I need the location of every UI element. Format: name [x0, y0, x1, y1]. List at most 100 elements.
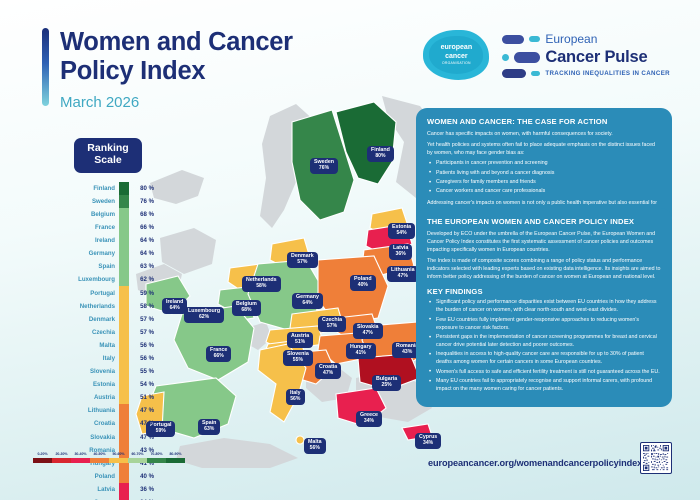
- ranking-score-value: 62 %: [140, 276, 154, 284]
- map-pin-portugal[interactable]: Portugal 59%: [146, 421, 176, 438]
- map-pin-belgium[interactable]: Belgium 68%: [232, 300, 261, 317]
- panel-key-finding: Significant policy and performance dispa…: [427, 299, 661, 315]
- map-pin-czechia[interactable]: Czechia 57%: [318, 316, 347, 333]
- map-pin-bulgaria[interactable]: Bulgaria 25%: [372, 375, 402, 392]
- ranking-row: Denmark 57 %: [62, 312, 154, 326]
- ranking-row: Luxembourg 62 %: [62, 273, 154, 287]
- map-pin-poland[interactable]: Poland 40%: [350, 275, 376, 292]
- ranking-color-swatch: [119, 338, 129, 352]
- ranking-country-name: Malta: [99, 341, 115, 349]
- map-pin-slovakia[interactable]: Slovakia 47%: [353, 323, 383, 340]
- map-pin-austria[interactable]: Austria 51%: [287, 332, 314, 349]
- ranking-score-value: 47 %: [140, 433, 154, 441]
- map-pin-germany[interactable]: Germany 64%: [292, 293, 323, 310]
- ranking-color-swatch: [119, 312, 129, 326]
- pulse-logo-line1: European: [545, 32, 598, 46]
- ranking-color-swatch: [119, 221, 129, 235]
- map-pin-ireland[interactable]: Ireland 64%: [162, 298, 188, 315]
- map-pin-country: Netherlands: [246, 277, 277, 283]
- europe-choropleth-map[interactable]: Finland 80% Sweden 76% Estonia 54% Latvia 36% Li…: [120, 78, 450, 468]
- map-pin-sweden[interactable]: Sweden 76%: [310, 158, 339, 175]
- footer-url[interactable]: europeancancer.org/womenandcancerpolicyi…: [428, 458, 643, 468]
- map-pin-latvia[interactable]: Latvia 36%: [389, 244, 413, 261]
- qr-code[interactable]: [640, 442, 672, 474]
- ranking-row: Belgium 68 %: [62, 207, 154, 221]
- map-pin-value: 55%: [292, 356, 303, 363]
- map-pin-value: 47%: [397, 272, 408, 279]
- ranking-row: Croatia 47 %: [62, 417, 154, 431]
- legend-labels: 0-20% 20-30% 30-40% 40-50% 50-60% 60-70% 70-80…: [33, 452, 185, 456]
- map-pin-country: Greece: [360, 412, 378, 418]
- legend-label: 70-80%: [150, 452, 163, 456]
- map-pin-croatia[interactable]: Croatia 47%: [315, 363, 342, 380]
- panel-case-intro1: Cancer has specific impacts on women, wi…: [427, 131, 613, 137]
- map-pin-value: 41%: [355, 349, 366, 356]
- legend-swatch: [128, 457, 147, 463]
- ranking-country-name: Lithuania: [87, 407, 115, 415]
- panel-index-heading: THE EUROPEAN WOMEN AND CANCER POLICY IND…: [427, 217, 635, 226]
- map-pin-cyprus[interactable]: Cyprus 34%: [415, 433, 442, 450]
- ranking-color-swatch: [119, 286, 129, 300]
- ranking-score-value: 64 %: [140, 250, 154, 258]
- ranking-row: Ireland 64 %: [62, 234, 154, 248]
- ranking-country-name: Latvia: [97, 485, 115, 493]
- map-pin-country: Portugal: [150, 422, 172, 428]
- ranking-row: Slovenia 55 %: [62, 365, 154, 379]
- legend-swatch: [90, 457, 109, 463]
- ranking-country-name: Netherlands: [79, 302, 115, 310]
- map-pin-finland[interactable]: Finland 80%: [367, 146, 394, 163]
- pulse-pill-icon: [502, 34, 525, 44]
- ranking-row: Estonia 54 %: [62, 378, 154, 392]
- map-pin-denmark[interactable]: Denmark 57%: [287, 252, 318, 269]
- pulse-pill-icon: [531, 71, 541, 76]
- ranking-color-swatch: [119, 234, 129, 248]
- map-pin-spain[interactable]: Spain 63%: [198, 419, 221, 436]
- legend-label: 80-90%: [169, 452, 182, 456]
- map-pin-slovenia[interactable]: Slovenia 55%: [283, 350, 313, 367]
- ranking-score-value: 68 %: [140, 210, 154, 218]
- ranking-row: France 66 %: [62, 221, 154, 235]
- map-pin-value: 64%: [302, 299, 313, 306]
- ranking-row: Slovakia 47 %: [62, 430, 154, 444]
- map-pin-country: Romania: [396, 343, 419, 349]
- ranking-score-value: 57 %: [140, 328, 154, 336]
- ranking-color-swatch: [119, 417, 129, 431]
- eco-logo-line2: cancer: [445, 52, 468, 60]
- ranking-score-value: 64 %: [140, 237, 154, 245]
- map-pin-country: Malta: [308, 439, 322, 445]
- ranking-color-swatch: [119, 181, 129, 195]
- ranking-color-swatch: [119, 365, 129, 379]
- map-pin-luxembourg[interactable]: Luxembourg 62%: [184, 307, 225, 324]
- ranking-row: Austria 51 %: [62, 391, 154, 405]
- map-pin-estonia[interactable]: Estonia 54%: [388, 223, 416, 240]
- map-pin-country: Denmark: [291, 253, 314, 259]
- map-pin-value: 58%: [256, 282, 267, 289]
- ranking-score-value: 54 %: [140, 381, 154, 389]
- ranking-badge-line2: Scale: [94, 153, 122, 166]
- ranking-score-value: 51 %: [140, 394, 154, 402]
- ranking-list: Finland 80 % Sweden 76 % Belgium 68 % France 66…: [62, 181, 154, 500]
- page-title: Women and Cancer Policy Index: [60, 28, 293, 85]
- map-pin-value: 47%: [323, 369, 334, 376]
- ranking-color-swatch: [119, 207, 129, 221]
- map-pin-value: 47%: [362, 329, 373, 336]
- map-pin-netherlands[interactable]: Netherlands 58%: [242, 276, 281, 293]
- ranking-row: Poland 40 %: [62, 469, 154, 483]
- map-pin-france[interactable]: France 66%: [206, 346, 232, 363]
- ranking-score-value: 47 %: [140, 420, 154, 428]
- ranking-country-name: Slovenia: [89, 368, 115, 376]
- qr-code-svg: [643, 445, 669, 471]
- pulse-pill-icon: [502, 69, 527, 78]
- map-pin-country: Bulgaria: [376, 376, 398, 382]
- map-pin-hungary[interactable]: Hungary 41%: [346, 343, 376, 360]
- page-title-line2: Policy Index: [60, 56, 206, 85]
- map-pin-romania[interactable]: Romania 43%: [392, 342, 423, 359]
- pulse-logo-row3: TRACKING INEQUALITIES IN CANCER: [502, 69, 670, 78]
- map-pin-malta[interactable]: Malta 56%: [304, 438, 326, 455]
- map-pin-value: 76%: [318, 164, 330, 171]
- ranking-country-name: Austria: [94, 394, 115, 402]
- map-pin-lithuania[interactable]: Lithuania 47%: [387, 266, 419, 283]
- ranking-country-name: Italy: [102, 354, 115, 362]
- map-pin-greece[interactable]: Greece 34%: [356, 411, 382, 428]
- map-pin-italy[interactable]: Italy 56%: [286, 389, 305, 406]
